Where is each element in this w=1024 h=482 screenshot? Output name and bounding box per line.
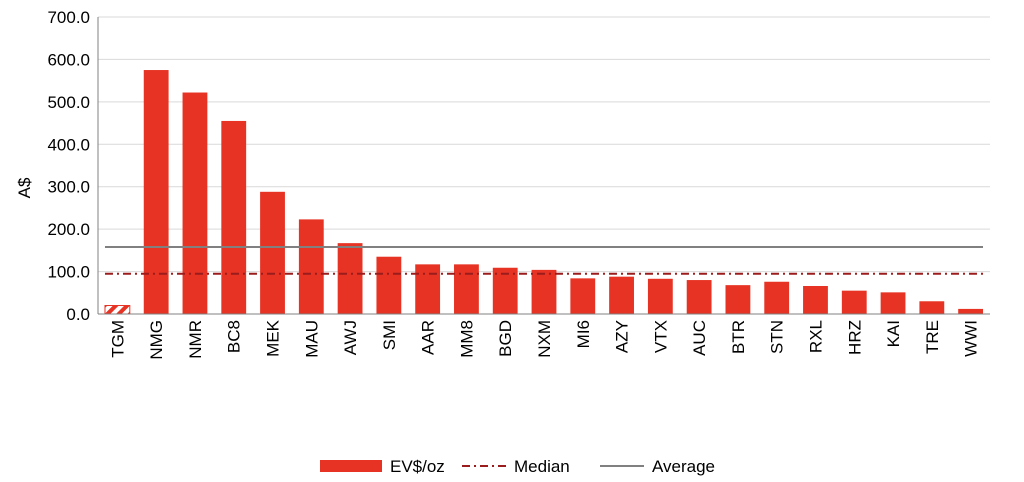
x-tick-label: AUC [690, 320, 709, 356]
bar-bc8 [221, 120, 247, 314]
bar-awj [337, 243, 363, 314]
axes [97, 17, 990, 315]
bar-nmr [182, 92, 208, 314]
bar-btr [725, 285, 751, 314]
bar-mau [298, 219, 324, 314]
x-tick-label: TGM [108, 320, 127, 358]
x-tick-label: VTX [651, 320, 670, 353]
y-tick-labels: 0.0 100.0 200.0 300.0 400.0 500.0 600.0 700.0 [47, 8, 90, 324]
x-tick-label: BGD [496, 320, 515, 357]
bar-mi6 [570, 278, 596, 314]
bar-tre [919, 301, 945, 314]
x-tick-label: STN [768, 320, 787, 354]
legend-label: EV$/oz [390, 457, 445, 476]
bars [104, 70, 984, 315]
legend-label: Average [652, 457, 715, 476]
x-tick-label: MEK [264, 319, 283, 357]
bar-mek [260, 191, 285, 314]
bar-nmg [143, 70, 169, 315]
y-tick-label: 200.0 [47, 220, 90, 239]
y-axis-title: A$ [15, 177, 34, 198]
y-tick-label: 100.0 [47, 263, 90, 282]
reference-lines [104, 245, 984, 275]
x-tick-label: NXM [535, 320, 554, 358]
x-tick-label: AAR [419, 320, 438, 355]
x-tick-label: SMI [380, 320, 399, 350]
bar-smi [376, 256, 402, 314]
bar-stn [764, 281, 790, 314]
bar-rxl [803, 285, 828, 314]
y-tick-label: 600.0 [47, 50, 90, 69]
bar-tgm [104, 305, 131, 315]
bar-bgd [492, 267, 518, 314]
x-tick-label: BC8 [225, 320, 244, 353]
x-tick-label: BTR [729, 320, 748, 354]
legend-swatch-ev [320, 460, 382, 472]
x-tick-label: NMR [186, 320, 205, 359]
x-tick-label: WWI [962, 320, 981, 357]
x-tick-label: MM8 [457, 320, 476, 358]
x-tick-label: MAU [302, 320, 321, 358]
x-tick-label: AWJ [341, 320, 360, 355]
bar-wwi [958, 308, 984, 314]
y-tick-label: 500.0 [47, 93, 90, 112]
bar-nxm [531, 269, 557, 314]
bar-mm8 [454, 264, 479, 314]
bar-azy [609, 276, 634, 314]
x-tick-label: RXL [806, 320, 825, 353]
x-tick-label: TRE [923, 320, 942, 354]
x-tick-label: AZY [613, 320, 632, 353]
gridlines [98, 16, 990, 273]
bar-vtx [647, 278, 673, 314]
y-tick-label: 0.0 [66, 305, 90, 324]
bar-aar [415, 264, 441, 314]
legend: EV$/oz Median Average [320, 457, 715, 476]
bar-auc [686, 280, 712, 314]
legend-label: Median [514, 457, 570, 476]
y-tick-label: 400.0 [47, 135, 90, 154]
y-tick-label: 700.0 [47, 8, 90, 27]
x-tick-labels: TGM NMG NMR BC8 MEK MAU AWJ SMI AAR MM8 BGD NXM MI6 A… [108, 319, 980, 359]
bar-kai [880, 292, 906, 314]
x-tick-label: MI6 [574, 320, 593, 348]
bar-hrz [841, 290, 867, 314]
x-tick-label: KAI [884, 320, 903, 347]
x-tick-label: HRZ [845, 320, 864, 355]
y-tick-label: 300.0 [47, 178, 90, 197]
x-tick-label: NMG [147, 320, 166, 360]
